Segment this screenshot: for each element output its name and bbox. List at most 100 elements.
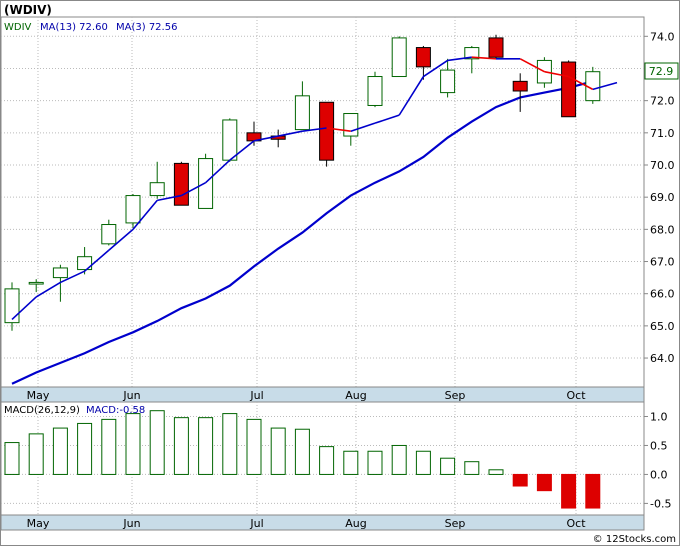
- macd-bar-positive: [343, 450, 359, 475]
- candle-body-up: [440, 69, 456, 94]
- candle: [464, 45, 480, 74]
- price-tick-label: 74.0: [650, 30, 675, 43]
- macd-tick-label: 0.5: [650, 439, 668, 452]
- price-month-label: Aug: [345, 389, 366, 402]
- macd-month-band: [0, 514, 645, 531]
- ma3-segment: [302, 127, 327, 133]
- price-month-label: Jun: [122, 389, 140, 402]
- ma3-segment: [374, 114, 400, 124]
- macd-bar-positive: [270, 427, 286, 475]
- candle-body-up: [149, 182, 165, 197]
- legend-ma13: MA(13) 72.60: [40, 22, 108, 33]
- candle: [77, 247, 93, 275]
- macd-bar-negative: [512, 473, 528, 487]
- macd-bar-negative: [585, 473, 601, 509]
- ma13-line: [11, 80, 594, 385]
- candle: [319, 101, 335, 167]
- macd-month-label: May: [27, 517, 50, 530]
- candle: [585, 66, 601, 104]
- macd-bar-positive: [101, 418, 117, 475]
- last-price-label: 72.9: [649, 65, 674, 78]
- macd-month-label: Jun: [122, 517, 140, 530]
- price-month-label: May: [27, 389, 50, 402]
- candle-body-up: [464, 47, 480, 60]
- ma3-segment: [108, 228, 134, 251]
- macd-bar-positive: [52, 427, 68, 475]
- macd-bar-negative: [561, 473, 577, 509]
- macd-bar-positive: [149, 410, 165, 475]
- macd-bar-positive: [294, 428, 310, 475]
- candle: [101, 219, 117, 246]
- ma3-segment: [519, 58, 545, 73]
- candle: [173, 161, 189, 206]
- candle: [149, 161, 165, 199]
- candle: [4, 282, 20, 331]
- macd-bar-positive: [198, 417, 214, 475]
- candle: [512, 73, 528, 112]
- price-tick-label: 65.0: [650, 320, 675, 333]
- candle: [561, 60, 577, 118]
- macd-bar-positive: [77, 422, 93, 475]
- ma3-segment: [181, 181, 206, 197]
- candle-body-up: [367, 76, 383, 106]
- ma3-segment: [278, 130, 303, 137]
- macd-y-axis: 1.0 0.5 0.0 -0.5: [644, 410, 671, 510]
- candle: [367, 71, 383, 108]
- candle: [294, 81, 310, 131]
- macd-bar-positive: [173, 417, 189, 475]
- macd-bar-positive: [222, 413, 238, 475]
- legend-ma3: MA(3) 72.56: [116, 22, 177, 33]
- candle: [28, 279, 44, 293]
- ma3-segment: [471, 56, 497, 60]
- price-tick-label: 66.0: [650, 288, 675, 301]
- ma3-segment: [84, 249, 110, 272]
- ma3-segment: [326, 127, 351, 133]
- candle-body-up: [125, 195, 141, 224]
- price-month-label: Sep: [445, 389, 466, 402]
- price-month-label: Jul: [249, 389, 263, 402]
- candle-body-down: [319, 101, 335, 161]
- macd-bar-positive: [488, 469, 504, 475]
- macd-bar-positive: [28, 433, 44, 475]
- price-tick-label: 67.0: [650, 256, 675, 269]
- macd-bar-positive: [319, 446, 335, 475]
- macd-bar-positive: [246, 418, 262, 475]
- ma3-segment: [253, 135, 279, 142]
- ma3-segment: [157, 194, 182, 202]
- macd-bar-positive: [367, 450, 383, 475]
- candle-body-up: [391, 37, 407, 78]
- candle-body-up: [28, 281, 44, 285]
- candle: [440, 58, 456, 98]
- macd-month-label: Jul: [249, 517, 263, 530]
- ma3-segment: [544, 70, 569, 78]
- candle: [391, 36, 407, 78]
- watermark: © 12Stocks.com: [593, 534, 676, 545]
- ma3-segment: [60, 270, 85, 284]
- ma3-segment: [350, 122, 376, 132]
- candle-body-up: [77, 256, 93, 271]
- ma3-segment: [35, 281, 61, 298]
- candle-body-up: [294, 95, 310, 131]
- ma3-segment: [398, 76, 425, 116]
- ma3-segment: [422, 59, 449, 78]
- price-tick-label: 70.0: [650, 159, 675, 172]
- macd-x-axis: May Jun Jul Aug Sep Oct: [27, 517, 587, 530]
- ma3-segment: [229, 140, 255, 161]
- candle-body-up: [52, 267, 68, 279]
- ma3-segment: [592, 81, 618, 91]
- macd-month-label: Oct: [566, 517, 586, 530]
- macd-bar-positive: [125, 413, 141, 475]
- candle-body-up: [101, 224, 117, 245]
- ma13-polyline: [11, 80, 594, 385]
- macd-bar-positive: [4, 442, 20, 475]
- candle-body-down: [512, 80, 528, 92]
- candle-body-up: [222, 119, 238, 161]
- legend-ticker: WDIV: [4, 22, 32, 33]
- macd-tick-label: 1.0: [650, 410, 668, 423]
- candle-body-down: [173, 162, 189, 206]
- price-tick-label: 68.0: [650, 223, 675, 236]
- candle: [198, 153, 214, 209]
- candle-body-down: [415, 47, 431, 68]
- price-month-band: [0, 386, 645, 403]
